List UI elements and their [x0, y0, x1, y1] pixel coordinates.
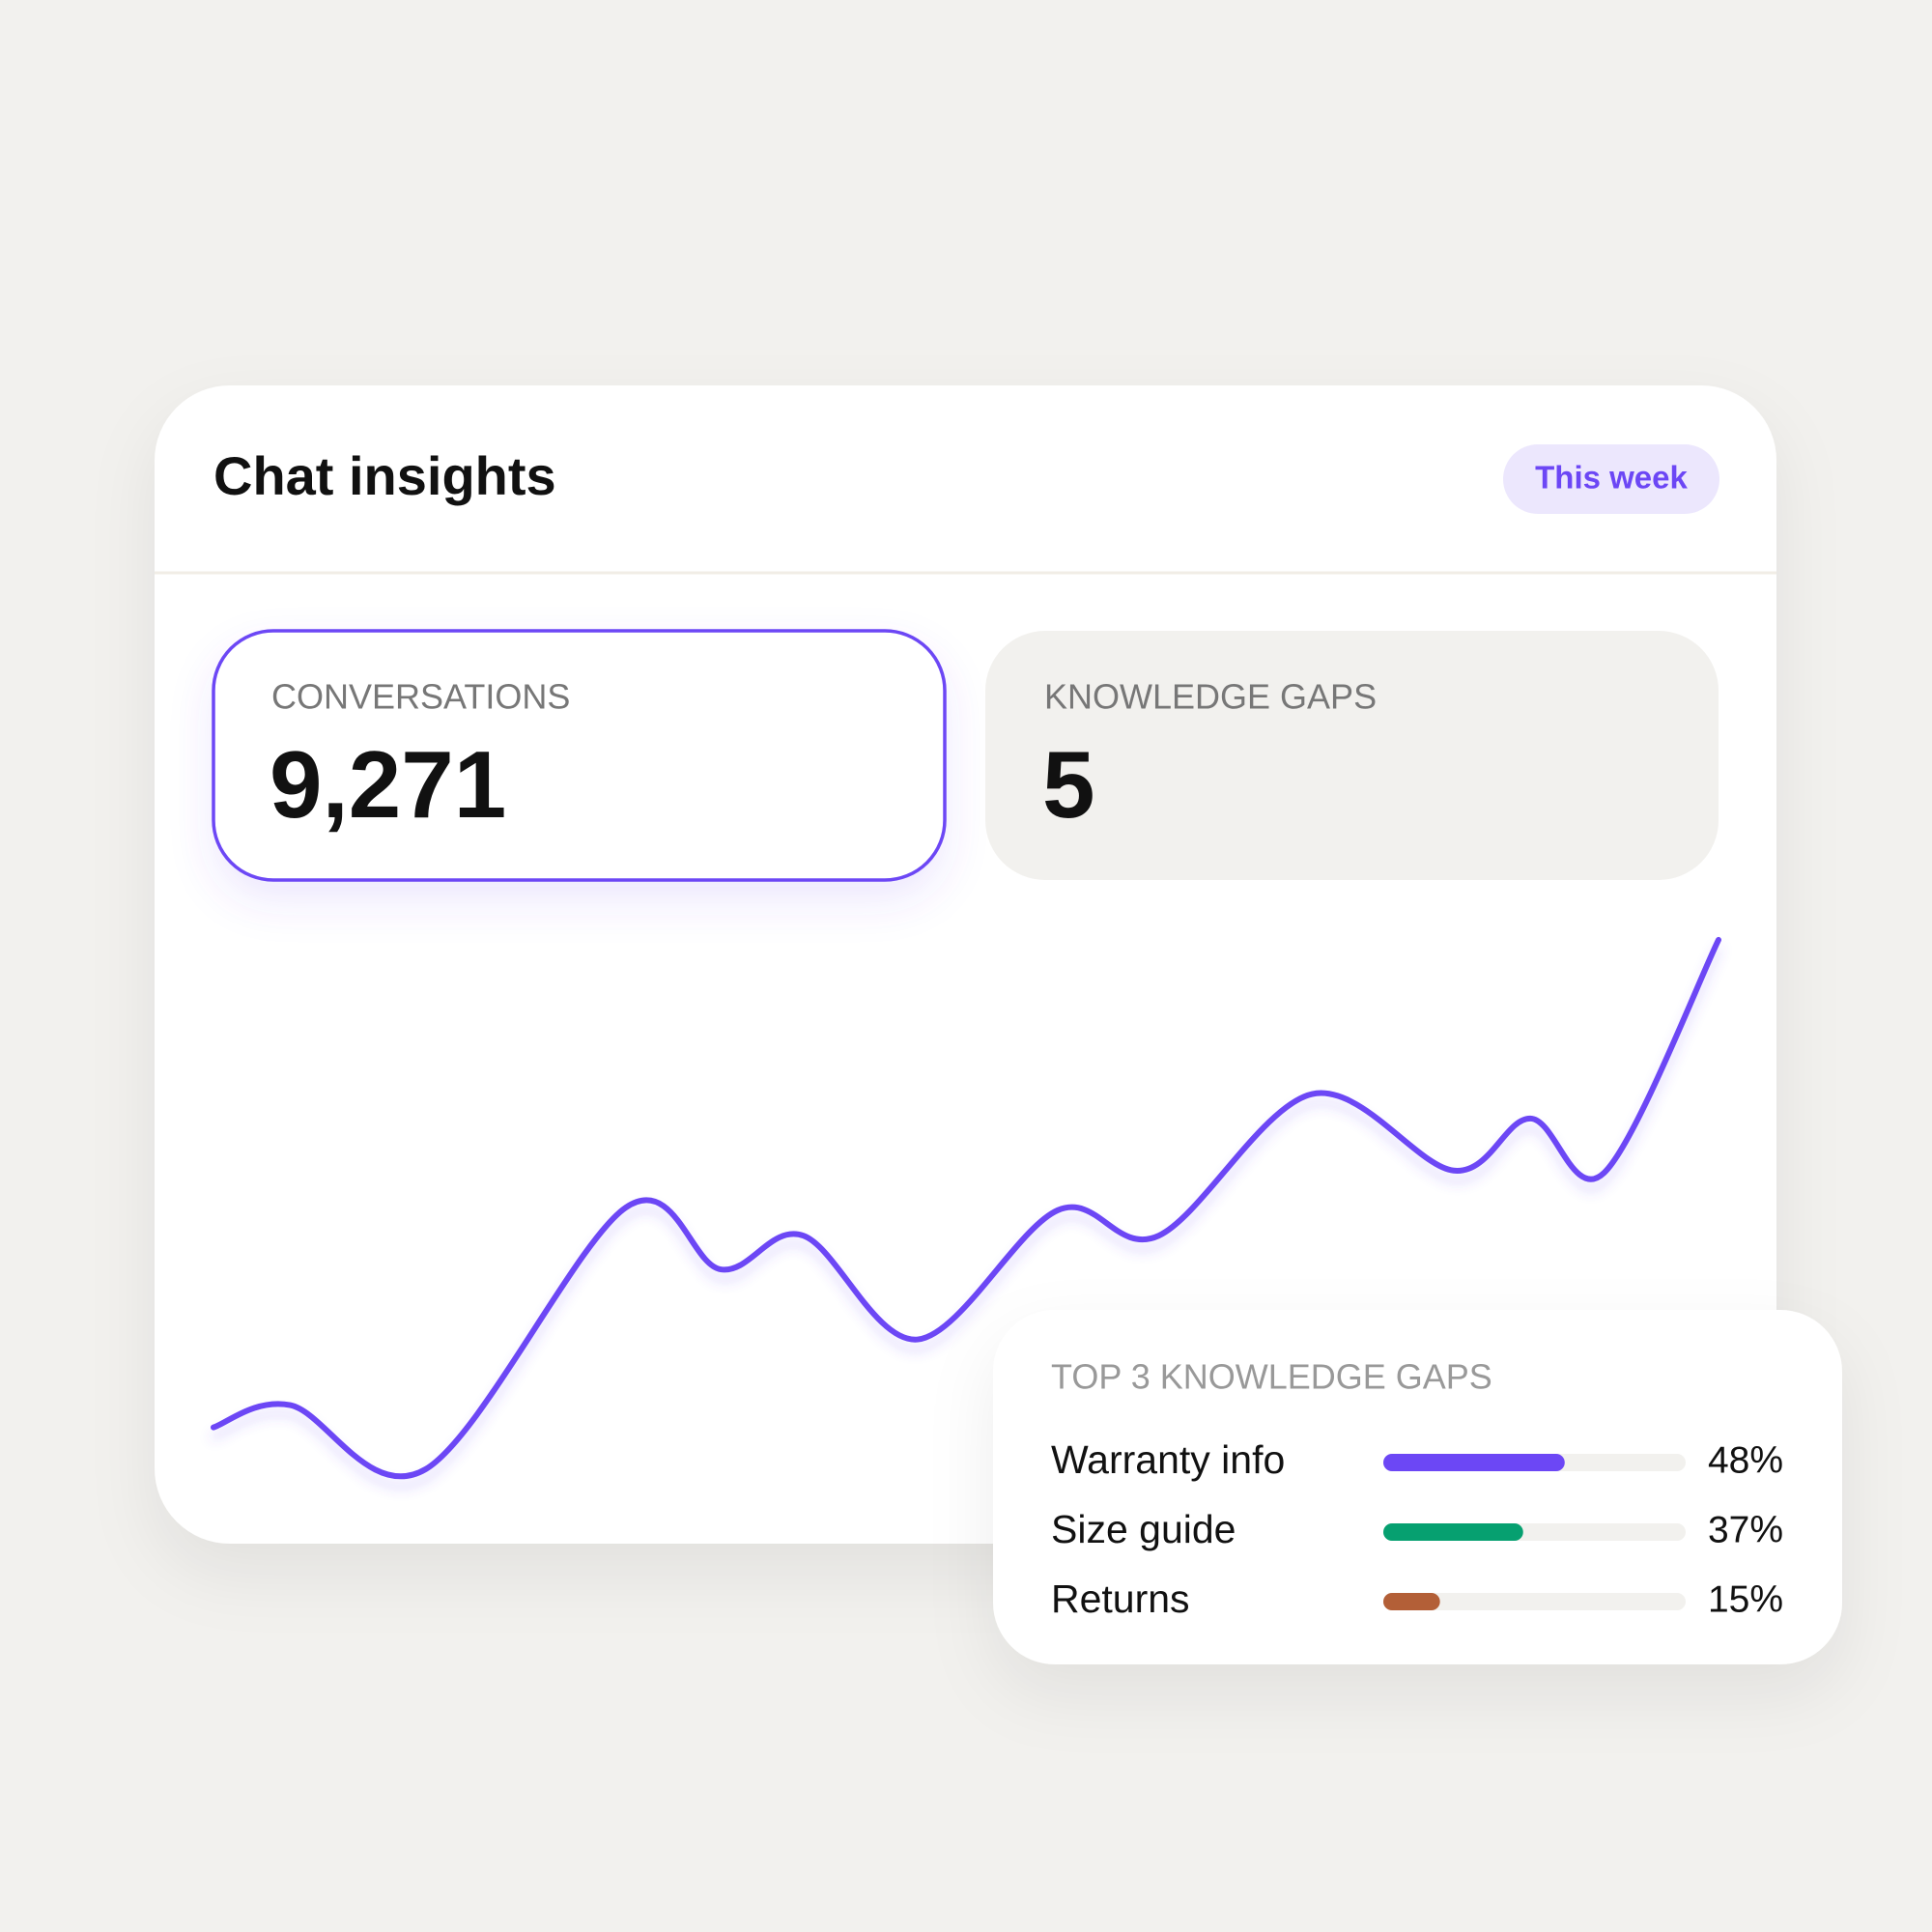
period-badge[interactable]: [1503, 444, 1719, 514]
bar: [1383, 1523, 1523, 1541]
gap-label: Size guide: [1051, 1507, 1236, 1551]
insights-card: Chat insights This week CONVERSATIONS 9,…: [155, 385, 1776, 1544]
stat-value: 9,271: [270, 731, 506, 838]
bar: [1383, 1593, 1440, 1610]
gap-percent: 37%: [1708, 1509, 1783, 1550]
gap-percent: 48%: [1708, 1439, 1783, 1481]
gap-percent: 15%: [1708, 1578, 1783, 1620]
gaps-title: TOP 3 KNOWLEDGE GAPS: [1051, 1357, 1492, 1397]
gap-label: Warranty info: [1051, 1437, 1285, 1482]
card-title: Chat insights: [213, 445, 556, 506]
period-label[interactable]: This week: [1535, 460, 1688, 496]
stat-card[interactable]: [212, 629, 947, 882]
bar: [1383, 1454, 1565, 1471]
gaps-card-bg: [993, 1310, 1842, 1664]
gaps-card: TOP 3 KNOWLEDGE GAPS Warranty info 48% Siz…: [993, 1310, 1842, 1664]
stat-label: CONVERSATIONS: [271, 677, 570, 717]
gap-label: Returns: [1051, 1577, 1190, 1621]
stat-card[interactable]: [985, 631, 1719, 880]
bar-track: [1383, 1593, 1686, 1610]
stat-label: KNOWLEDGE GAPS: [1044, 677, 1377, 717]
trend-line: [211, 936, 1721, 1480]
stat-value: 5: [1042, 731, 1095, 838]
